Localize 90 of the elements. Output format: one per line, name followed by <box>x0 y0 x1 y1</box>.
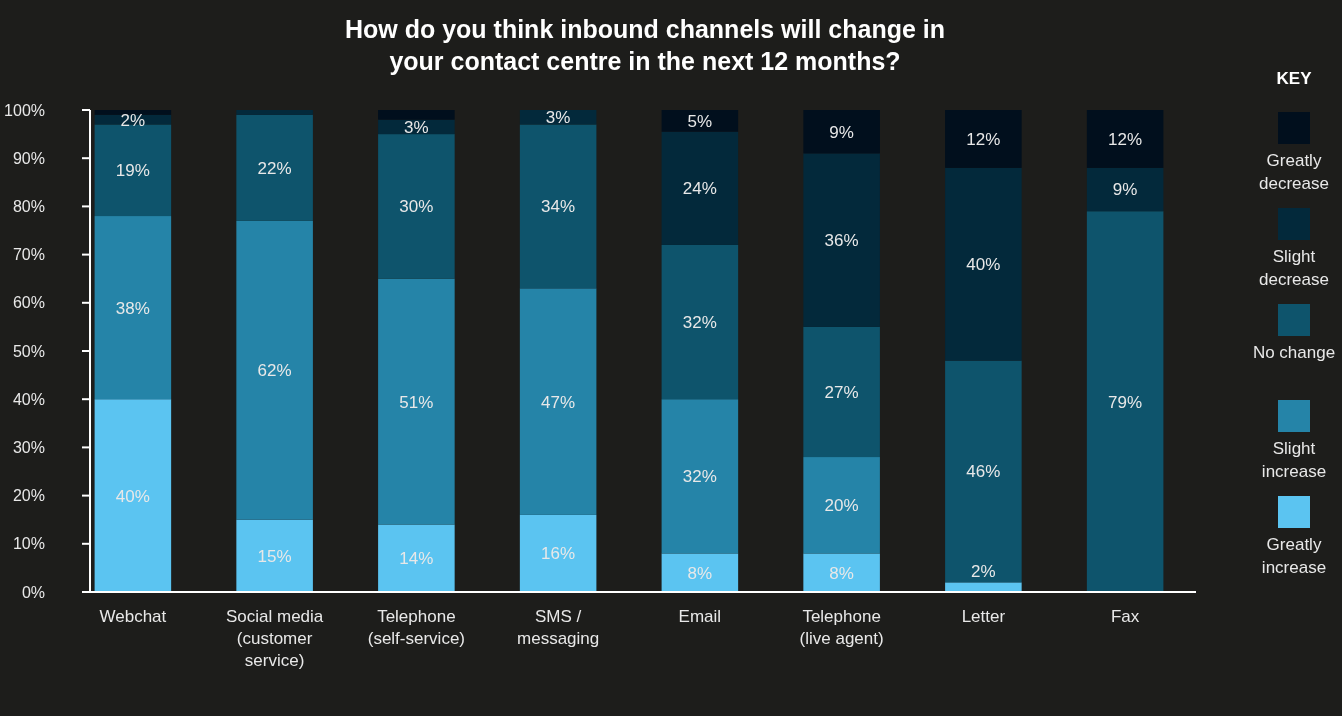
data-label: 79% <box>1108 392 1143 412</box>
bar <box>803 326 880 458</box>
data-label: 51% <box>399 392 434 412</box>
bar <box>94 110 172 115</box>
y-tick-label: 40% <box>12 390 45 408</box>
x-tick-label: Telephone (live agent) <box>799 607 884 648</box>
bar <box>378 278 455 525</box>
data-label: 2% <box>120 110 146 130</box>
bar <box>378 110 455 120</box>
bar <box>519 514 597 592</box>
y-tick-label: 50% <box>12 342 45 360</box>
bar <box>803 110 880 154</box>
y-tick-label: 70% <box>12 246 45 264</box>
bar <box>661 110 739 132</box>
bar <box>236 220 313 520</box>
bar <box>378 134 455 279</box>
legend-label: Greatly increase <box>1261 535 1327 577</box>
data-label: 40% <box>966 255 1001 275</box>
legend-title: KEY <box>1276 69 1313 88</box>
y-tick-label: 0% <box>21 583 45 601</box>
y-tick-label: 10% <box>12 535 45 553</box>
data-label: 9% <box>829 122 854 142</box>
bar <box>519 288 597 515</box>
bar <box>803 553 880 592</box>
bar <box>94 216 172 400</box>
x-tick-label: Email <box>678 607 722 626</box>
bar <box>945 582 1022 592</box>
bar <box>236 519 313 592</box>
data-label: 62% <box>257 361 292 381</box>
data-label: 30% <box>399 197 434 217</box>
bar <box>1086 211 1164 592</box>
bar <box>1086 167 1164 212</box>
data-label: 3% <box>545 108 571 128</box>
bar <box>803 457 880 554</box>
y-tick-label: 20% <box>12 487 45 505</box>
data-label: 22% <box>257 158 292 178</box>
chart-title: How do you think inbound channels will change in your contact centre in the next 12 months? <box>344 15 946 75</box>
bar <box>378 524 455 592</box>
data-label: 24% <box>682 179 717 199</box>
data-label: 8% <box>829 563 854 583</box>
bar <box>1086 110 1164 168</box>
legend-label: Greatly decrease <box>1259 151 1329 193</box>
data-label: 19% <box>115 161 150 181</box>
data-label: 2% <box>971 562 996 582</box>
legend-label: Slight increase <box>1261 439 1327 481</box>
data-label: 38% <box>115 298 150 318</box>
x-tick-label: Webchat <box>99 607 167 626</box>
data-label: 12% <box>966 129 1001 149</box>
bar <box>945 167 1022 361</box>
x-tick-label: Fax <box>1110 607 1140 626</box>
bar <box>661 244 739 400</box>
bar <box>94 399 172 592</box>
data-label: 32% <box>682 467 717 487</box>
legend-label: No change <box>1252 343 1336 362</box>
data-label: 8% <box>687 563 713 583</box>
bar <box>519 124 597 289</box>
data-label: 20% <box>824 496 859 516</box>
bar <box>661 131 739 245</box>
bar <box>94 124 172 217</box>
x-tick-label: Telephone (self-service) <box>367 607 466 648</box>
bar <box>945 110 1022 168</box>
bar <box>661 553 739 592</box>
data-label: 12% <box>1108 129 1143 149</box>
y-tick-label: 90% <box>12 149 45 167</box>
y-tick-label: 100% <box>4 101 45 119</box>
data-label: 27% <box>824 382 859 402</box>
bar <box>803 153 880 327</box>
bar <box>236 114 313 221</box>
bar <box>661 399 739 554</box>
bar <box>945 360 1022 583</box>
data-label: 16% <box>541 544 576 564</box>
data-label: 47% <box>541 392 576 412</box>
data-label: 14% <box>399 549 434 569</box>
data-label: 40% <box>115 486 150 506</box>
data-label: 34% <box>541 197 576 217</box>
bar <box>236 110 313 115</box>
x-tick-label: SMS / messaging <box>517 607 600 648</box>
y-tick-label: 30% <box>12 439 45 456</box>
y-tick-label: 80% <box>12 198 45 215</box>
data-label: 32% <box>682 313 717 333</box>
legend-label: Slight decrease <box>1259 247 1329 289</box>
data-label: 15% <box>257 546 292 566</box>
data-label: 9% <box>1112 180 1138 200</box>
data-label: 5% <box>687 111 713 131</box>
data-label: 36% <box>824 231 859 251</box>
x-tick-label: Letter <box>961 607 1006 626</box>
data-label: 3% <box>404 117 429 137</box>
x-tick-label: Social media (customer service) <box>225 607 324 670</box>
y-tick-label: 60% <box>12 294 45 312</box>
data-label: 46% <box>966 462 1001 482</box>
